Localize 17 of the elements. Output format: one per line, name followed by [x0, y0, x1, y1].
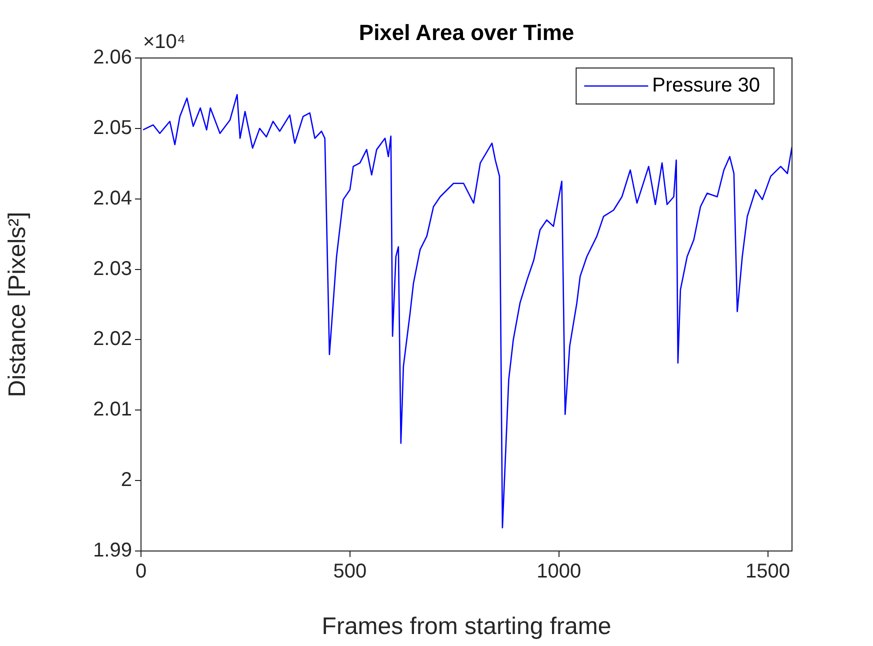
y-tick-label: 2.04 — [93, 187, 132, 210]
y-tick-label: 2.03 — [93, 258, 132, 280]
x-tick-label: 0 — [135, 560, 147, 583]
chart-title: Pixel Area over Time — [358, 20, 574, 45]
y-tick-label: 2.02 — [93, 328, 132, 350]
y-axis-title: Distance [Pixels²] — [4, 212, 32, 398]
y-tick-label: 1.99 — [93, 540, 132, 562]
y-tick-label: 2.06 — [93, 46, 132, 69]
x-axis-title: Frames from starting frame — [322, 613, 612, 640]
x-tick-label: 1000 — [536, 560, 582, 583]
x-tick-label: 500 — [333, 560, 367, 583]
y-tick-label: 2 — [120, 469, 132, 492]
legend-label: Pressure 30 — [652, 74, 760, 97]
text: ×10⁴ — [143, 31, 186, 53]
x-tick-label: 1500 — [746, 560, 790, 583]
y-tick-label: 2.01 — [93, 398, 132, 421]
y-tick-label: 2.05 — [93, 116, 132, 139]
